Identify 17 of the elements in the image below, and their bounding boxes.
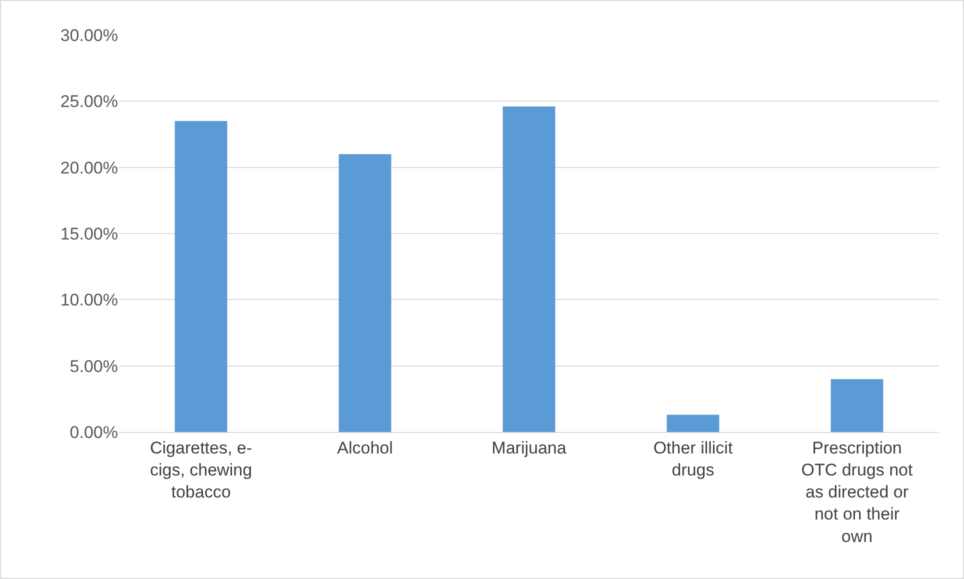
- x-tick-label: Marijuana: [492, 438, 567, 458]
- bar: [666, 414, 720, 432]
- y-tick-label: 20.00%: [60, 158, 118, 178]
- bar: [174, 121, 228, 432]
- y-tick-label: 30.00%: [60, 26, 118, 45]
- bar: [338, 154, 392, 432]
- x-tick-label: Prescription OTC drugs not as directed or not on their own: [801, 438, 914, 546]
- x-tick-label: Cigarettes, e-cigs, chewing tobacco: [150, 438, 252, 502]
- bar: [502, 106, 556, 432]
- x-tick-label: Other illicit drugs: [653, 438, 733, 480]
- y-tick-label: 10.00%: [60, 290, 118, 310]
- x-tick-label: Alcohol: [337, 438, 393, 458]
- y-tick-label: 15.00%: [60, 224, 118, 244]
- bar: [830, 379, 884, 432]
- y-tick-label: 25.00%: [60, 92, 118, 112]
- y-tick-label: 5.00%: [70, 356, 118, 376]
- y-tick-label: 0.00%: [70, 422, 118, 442]
